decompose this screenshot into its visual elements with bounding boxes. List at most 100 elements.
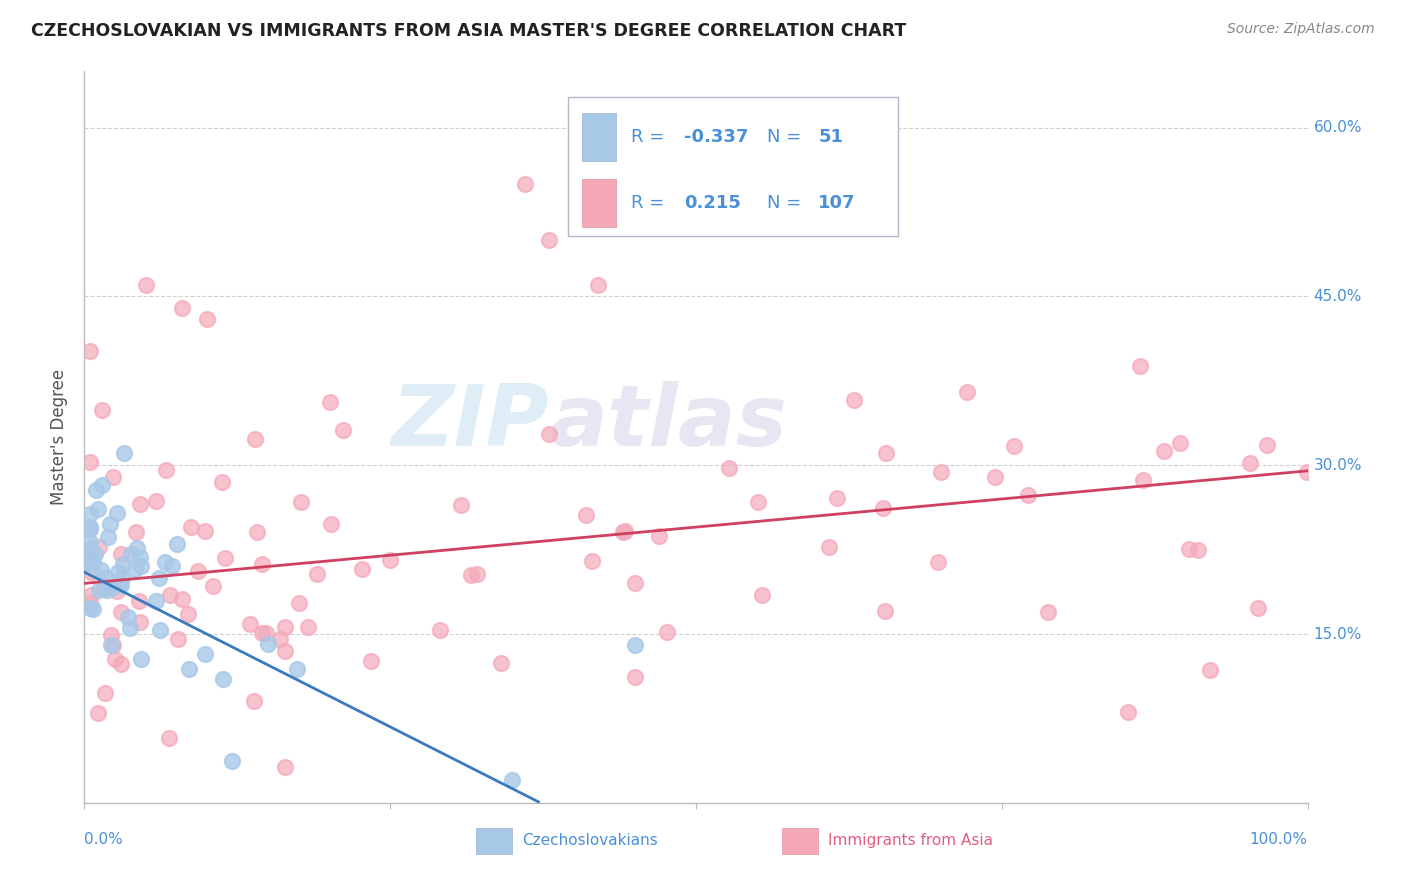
Text: Czechoslovakians: Czechoslovakians [522, 833, 658, 848]
Point [1038, 605, 1060, 619]
Point [87, 502, 110, 516]
Point [172, 301, 194, 315]
Point [153, 555, 176, 569]
Text: 15.0%: 15.0% [1313, 626, 1362, 641]
Point [145, 494, 167, 508]
Point [538, 426, 561, 441]
Point [460, 568, 482, 582]
Point [94, 570, 117, 584]
Point [128, 497, 150, 511]
Point [984, 470, 1007, 484]
Point [378, 552, 401, 566]
Point [647, 529, 669, 543]
Point [873, 604, 896, 618]
Text: 60.0%: 60.0% [1313, 120, 1362, 135]
Text: -0.337: -0.337 [683, 128, 748, 146]
Point [159, 589, 181, 603]
Point [177, 607, 200, 621]
Point [751, 588, 773, 602]
Point [202, 579, 225, 593]
Point [90, 403, 112, 417]
Point [1168, 435, 1191, 450]
Point [655, 625, 678, 640]
Point [79, 508, 101, 522]
Point [256, 637, 278, 651]
Point [285, 662, 308, 676]
Point [842, 393, 865, 408]
Point [297, 620, 319, 634]
Point [194, 524, 217, 538]
Point [120, 547, 142, 561]
Point [80, 588, 103, 602]
Point [120, 620, 142, 634]
Point [111, 557, 134, 571]
Point [245, 432, 267, 446]
Point [489, 657, 512, 671]
Text: Source: ZipAtlas.com: Source: ZipAtlas.com [1227, 22, 1375, 37]
Point [100, 639, 122, 653]
Point [1002, 439, 1025, 453]
Point [624, 670, 647, 684]
Point [956, 384, 979, 399]
Point [872, 500, 894, 515]
Point [179, 662, 201, 676]
Text: ZIP: ZIP [391, 381, 550, 464]
Point [160, 559, 183, 574]
Point [319, 517, 342, 532]
Text: R =: R = [631, 128, 671, 146]
FancyBboxPatch shape [475, 829, 513, 854]
Text: N =: N = [766, 194, 801, 212]
Point [575, 508, 598, 522]
Point [254, 626, 277, 640]
Point [1187, 542, 1209, 557]
Y-axis label: Master's Degree: Master's Degree [51, 369, 69, 505]
Text: 45.0%: 45.0% [1313, 289, 1362, 304]
Point [124, 562, 146, 576]
Point [747, 495, 769, 509]
Point [112, 446, 135, 460]
Point [167, 632, 190, 646]
Point [1239, 456, 1261, 470]
Point [79, 558, 101, 572]
Point [825, 491, 848, 505]
Point [90, 563, 112, 577]
Point [128, 549, 150, 564]
Point [187, 564, 209, 578]
Point [79, 520, 101, 534]
Point [274, 760, 297, 774]
Point [100, 581, 122, 595]
Point [107, 565, 129, 579]
Point [79, 343, 101, 358]
Point [1017, 488, 1039, 502]
Point [128, 594, 150, 608]
Text: atlas: atlas [550, 381, 787, 464]
Text: R =: R = [631, 194, 671, 212]
Point [450, 498, 472, 512]
Point [429, 623, 451, 637]
Text: 0.215: 0.215 [683, 194, 741, 212]
Text: 51: 51 [818, 128, 844, 146]
Point [129, 652, 152, 666]
Point [170, 592, 193, 607]
Point [612, 525, 634, 540]
Point [624, 638, 647, 652]
Text: 30.0%: 30.0% [1313, 458, 1362, 473]
Point [1178, 541, 1201, 556]
Text: 107: 107 [818, 194, 856, 212]
Point [157, 731, 180, 745]
Point [243, 694, 266, 708]
Point [96, 582, 118, 597]
Point [86, 706, 108, 720]
Point [538, 233, 561, 247]
Point [318, 395, 340, 409]
Point [145, 594, 167, 608]
Point [104, 652, 127, 666]
Point [273, 620, 295, 634]
Text: CZECHOSLOVAKIAN VS IMMIGRANTS FROM ASIA MASTER'S DEGREE CORRELATION CHART: CZECHOSLOVAKIAN VS IMMIGRANTS FROM ASIA … [31, 22, 907, 40]
Point [502, 773, 524, 788]
Point [350, 562, 373, 576]
Point [79, 595, 101, 609]
Point [100, 628, 122, 642]
Point [166, 536, 188, 550]
Point [93, 579, 115, 593]
